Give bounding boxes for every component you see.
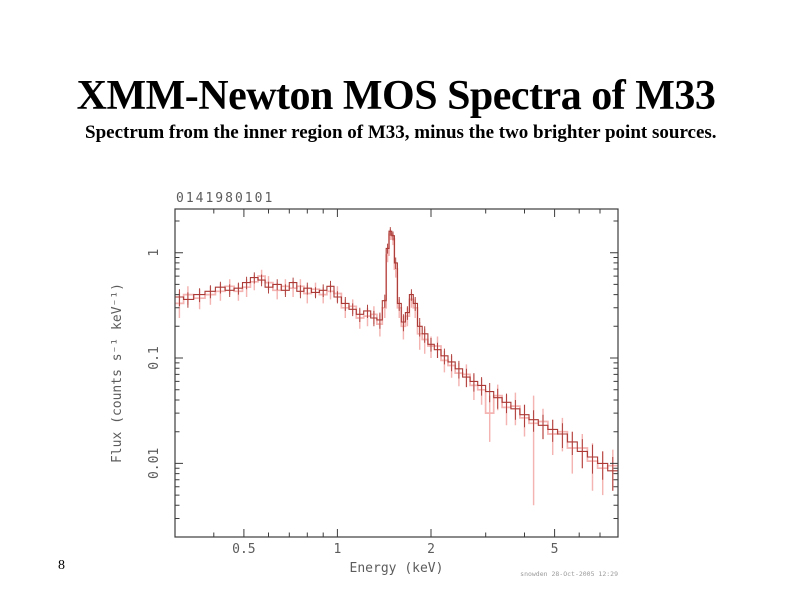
- x-tick-label: 2: [427, 542, 435, 557]
- axis-ticks: [175, 209, 619, 538]
- y-tick-label: 0.01: [147, 448, 162, 479]
- x-axis-label: Energy (keV): [350, 561, 444, 576]
- series-mos1: [175, 227, 618, 491]
- y-axis-label: Flux (counts s⁻¹ keV⁻¹): [110, 283, 125, 463]
- slide-subtitle: Spectrum from the inner region of M33, m…: [85, 122, 717, 143]
- series-mos2-steps: [175, 233, 618, 470]
- x-tick-label: 1: [333, 542, 341, 557]
- series-mos2: [175, 229, 618, 506]
- x-tick-label: 0.5: [232, 542, 255, 557]
- series-mos1-steps: [175, 230, 618, 472]
- plot-frame: [174, 208, 619, 538]
- page-number: 8: [58, 558, 65, 573]
- y-tick-label: 0.1: [147, 346, 162, 369]
- plot-annotation: snowden 28-Oct-2005 12:29: [520, 570, 618, 578]
- series-mos2-errorbars: [178, 229, 614, 506]
- x-tick-label: 5: [551, 542, 559, 557]
- y-tick-label: 1: [147, 249, 162, 257]
- plot-title: 0141980101: [176, 191, 274, 206]
- slide-title: XMM-Newton MOS Spectra of M33: [76, 73, 716, 120]
- series-mos1-errorbars: [178, 227, 614, 491]
